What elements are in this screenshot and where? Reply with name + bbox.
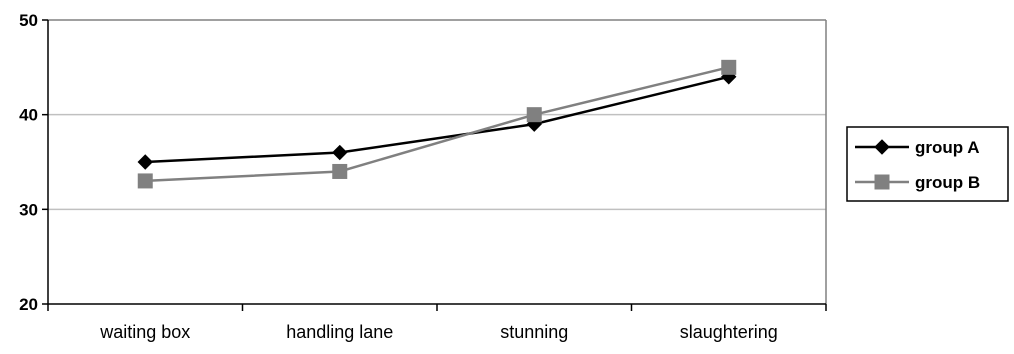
series-1-point-2 [526,107,542,123]
legend-label-0: group A [915,138,980,157]
legend-item-1: group B [855,173,980,192]
series-line-1 [145,66,730,183]
legend: group A group B [846,126,1009,202]
series-layer [137,59,737,189]
series-0-point-0 [137,154,153,170]
y-axis-tick-labels: 20 30 40 50 [19,11,38,314]
grid-lines [48,113,826,211]
x-tick-label-2: stunning [500,322,568,342]
series-0-point-1 [332,144,348,161]
series-1-point-3 [721,59,737,75]
legend-box [846,126,1009,202]
legend-swatch-marker-0 [874,139,890,155]
x-tick-label-3: slaughtering [680,322,778,342]
axes [42,19,827,311]
series-1 [137,59,737,189]
series-1-point-0 [137,173,153,189]
x-axis-tick-labels: waiting box handling lane stunning slaughte… [99,322,778,342]
y-tick-label-20: 20 [19,295,38,314]
series-0 [137,69,737,170]
legend-item-0: group A [855,138,980,157]
series-line-0 [145,75,730,164]
y-tick-label-50: 50 [19,11,38,30]
y-tick-label-40: 40 [19,106,38,125]
legend-label-1: group B [915,173,980,192]
x-tick-label-0: waiting box [99,322,190,342]
y-tick-label-30: 30 [19,200,38,219]
series-1-point-1 [332,163,348,179]
legend-swatch-marker-1 [874,174,890,190]
x-tick-label-1: handling lane [286,322,393,342]
